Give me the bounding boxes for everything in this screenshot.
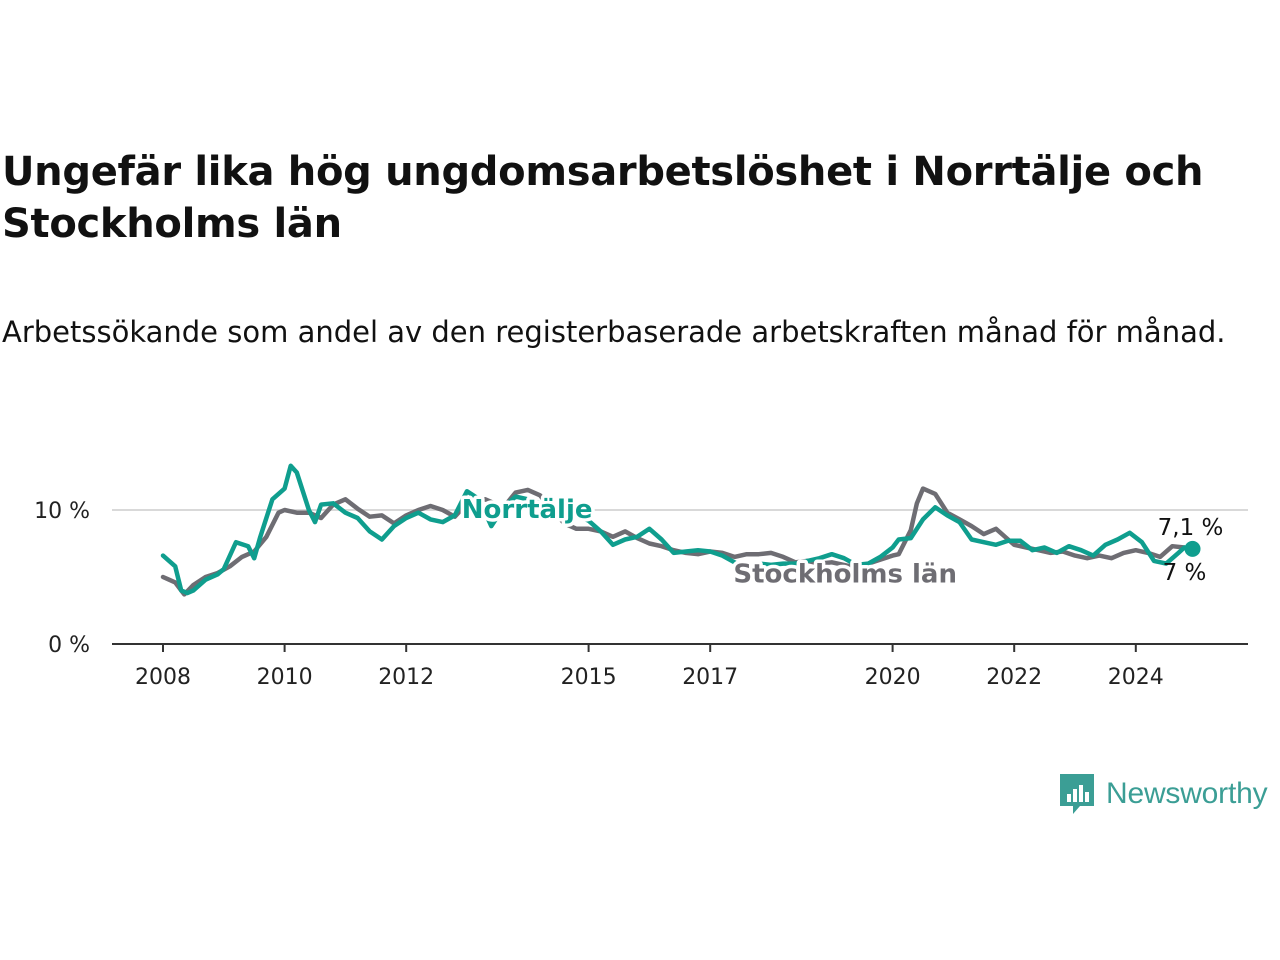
stockholm-end-label: 7 % [1163,560,1207,586]
stockholm-series-label: Stockholms län [733,559,957,589]
x-tick-label: 2010 [257,665,313,690]
norrtalje-end-label: 7,1 % [1158,515,1224,541]
line-chart: 0 %10 %2008 2010 2012 2015 2017 2020 2022 2024 … [34,463,1248,690]
norrtalje-series-label: Norrtälje [462,495,593,525]
x-tick-label: 2024 [1108,665,1164,690]
norrtalje-series-line [160,463,1193,596]
brand-name: Newsworthy [1106,777,1268,810]
x-tick-label: 2008 [135,665,191,690]
newsworthy-logo-icon [1060,774,1094,814]
y-tick-label: 10 % [34,499,90,524]
x-tick-label: 2020 [865,665,921,690]
x-tick-label: 2012 [378,665,434,690]
x-tick-label: 2022 [986,665,1042,690]
stockholm-series-line [160,486,1193,597]
x-tick-label: 2017 [682,665,738,690]
y-tick-label: 0 % [48,633,90,658]
stockholm-series-label-halo: Stockholms län [733,559,957,589]
norrtalje-series-label-halo: Norrtälje [462,495,593,525]
x-tick-label: 2015 [561,665,617,690]
chart-title: Ungefär lika hög ungdomsarbetslöshet i N… [2,149,1204,247]
newsworthy-logo: Newsworthy [1058,772,1268,816]
chart-subtitle: Arbetssökande som andel av den registerb… [2,315,1226,349]
norrtalje-end-marker [1184,540,1201,557]
